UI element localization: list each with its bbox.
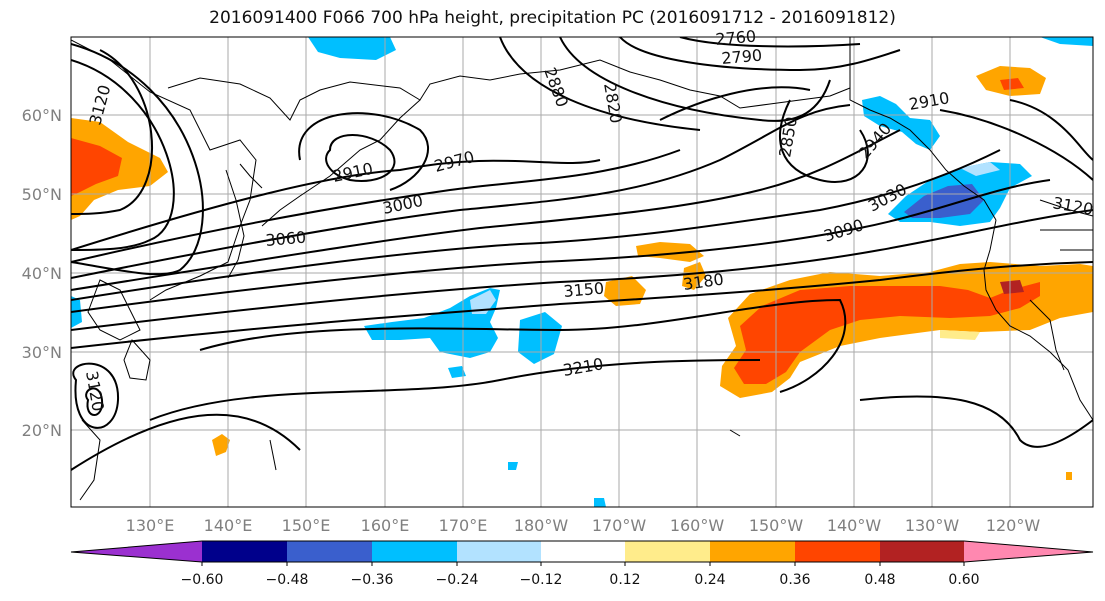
contour-label: 2790 [721,46,763,68]
lon-label: 120°W [986,516,1041,535]
colorbar-segment [625,541,710,562]
colorbar-tick-label: 0.60 [948,572,979,588]
contour-label: 3150 [563,279,605,301]
map-title: 2016091400 F066 700 hPa height, precipit… [209,8,896,28]
colorbar-tick-label: 0.36 [779,572,810,588]
lat-label: 50°N [22,185,62,204]
colorbar-tick-label: −0.36 [351,572,394,588]
lon-label: 180°W [514,516,569,535]
colorbar-tick-label: −0.48 [266,572,309,588]
contour-label: 3060 [265,228,307,250]
lat-label: 60°N [22,106,62,125]
colorbar: −0.60 −0.48 −0.36 −0.24 −0.12 0.12 0.24 … [70,540,1094,588]
colorbar-tick-label: −0.60 [181,572,224,588]
colorbar-segment [541,541,625,562]
height-contours [71,37,1093,471]
lon-label: 150°E [282,516,331,535]
colorbar-segment [457,541,541,562]
colorbar-tick-label: 0.12 [609,572,640,588]
lon-label: 160°W [670,516,725,535]
colorbar-segment [710,541,795,562]
lon-label: 150°W [749,516,804,535]
colorbar-extend-max [964,541,1093,562]
lon-label: 170°W [592,516,647,535]
colorbar-segment [202,541,287,562]
colorbar-segment [795,541,880,562]
coastlines [71,37,1093,501]
colorbar-segment [880,541,964,562]
lon-label: 140°E [204,516,253,535]
colorbar-segment [287,541,372,562]
latitude-labels: 60°N 50°N 40°N 30°N 20°N [22,106,62,440]
lon-label: 140°W [827,516,882,535]
lat-label: 40°N [22,264,62,283]
colorbar-extend-min [71,541,202,562]
colorbar-segment [372,541,457,562]
lon-label: 130°E [126,516,175,535]
longitude-labels: 130°E 140°E 150°E 160°E 170°E 180°W 170°… [126,516,1041,535]
lat-label: 30°N [22,343,62,362]
precip-negative-northeast [862,96,940,150]
contour-label: 2760 [715,27,757,49]
colorbar-tick-label: −0.24 [436,572,479,588]
colorbar-tick-label: 0.24 [694,572,725,588]
lat-label: 20°N [22,421,62,440]
precip-negative-central [364,288,500,358]
lon-label: 130°W [905,516,960,535]
map-frame [70,36,1094,508]
colorbar-tick-label: −0.12 [520,572,563,588]
lon-label: 170°E [439,516,488,535]
colorbar-tick-label: 0.48 [864,572,895,588]
lon-label: 160°E [361,516,410,535]
